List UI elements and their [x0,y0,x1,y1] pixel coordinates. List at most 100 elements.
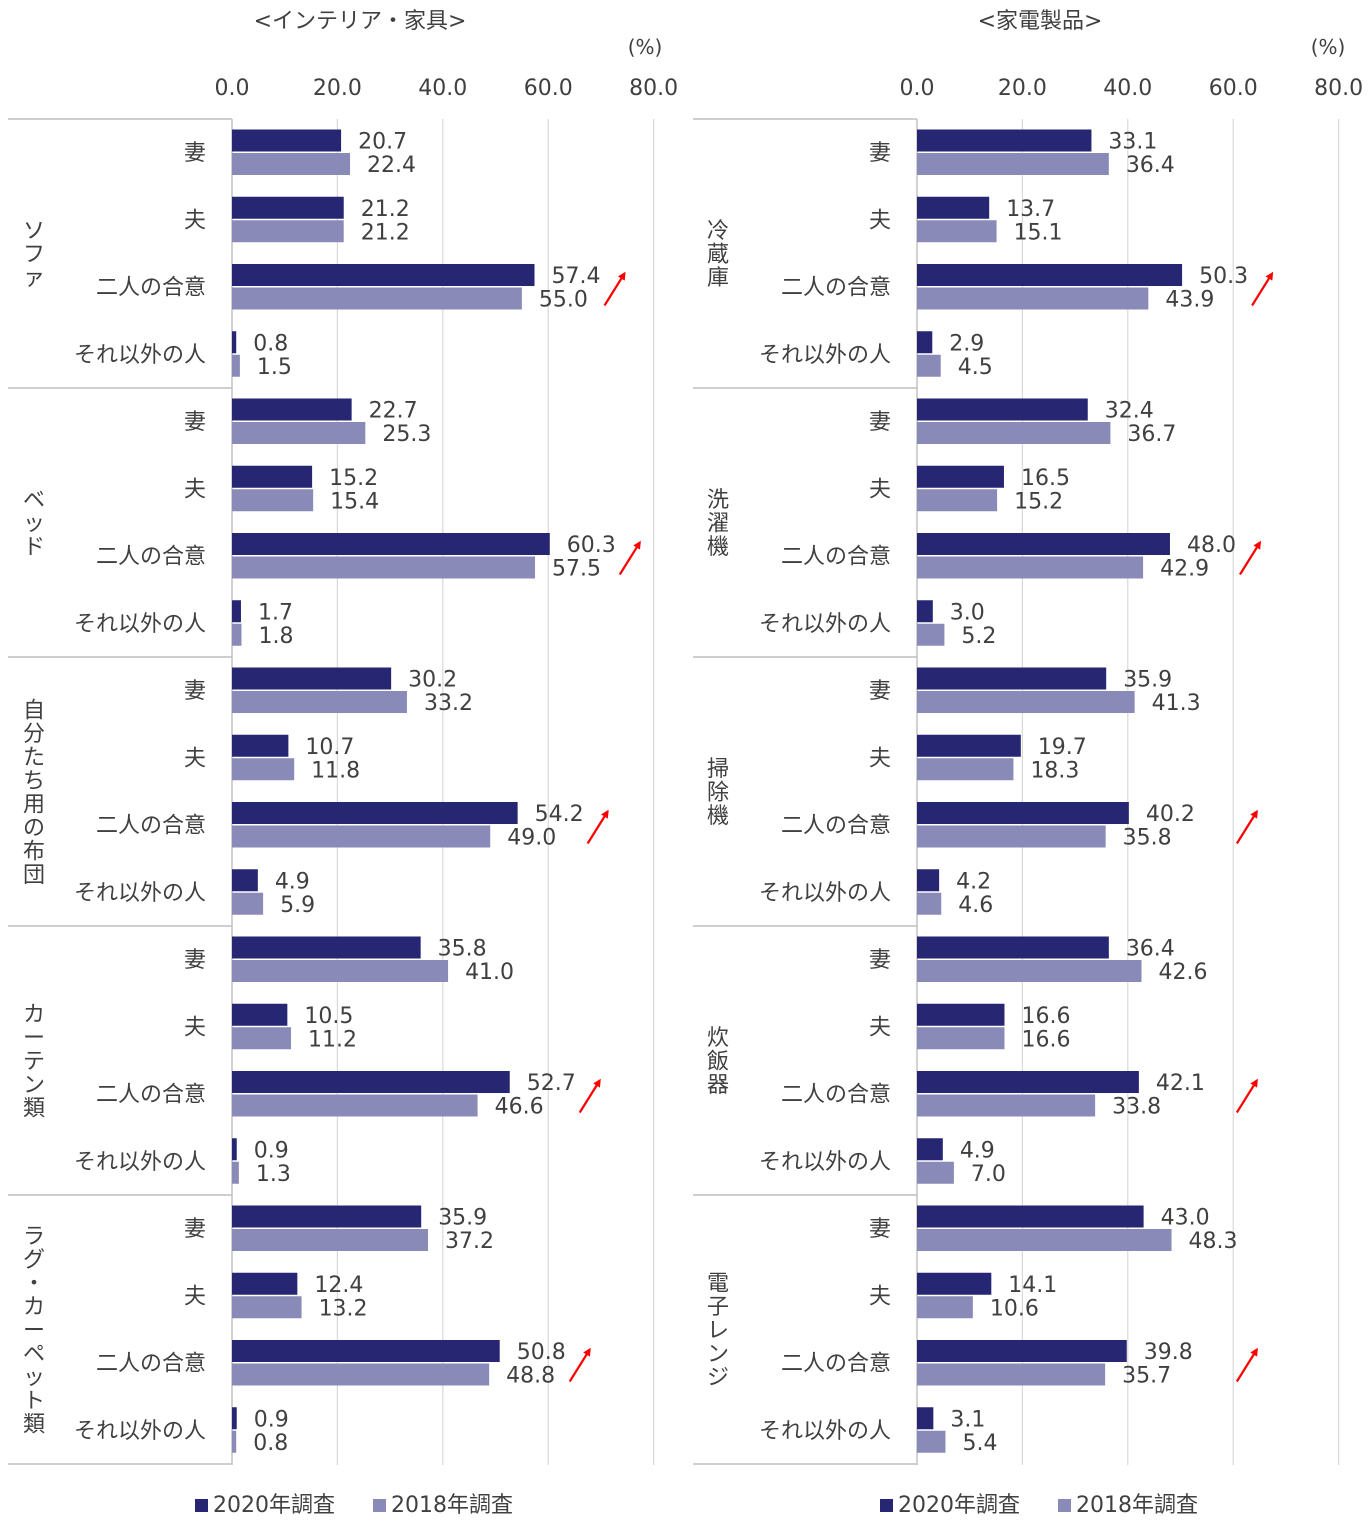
bar-2018 [917,758,1014,781]
row-label: 二人の合意 [96,1083,206,1108]
bar-2018 [232,422,366,444]
bar-2018 [232,556,536,579]
category-label-char: ン [707,1342,729,1367]
data-label-2020: 43.0 [1161,1206,1210,1231]
category-label-char: ド [23,535,45,560]
category-label-char: 類 [23,1413,45,1438]
bar-2018 [917,892,942,915]
increase-arrow [1235,1078,1258,1114]
increase-arrow [1235,809,1258,845]
data-label-2018: 36.7 [1127,422,1176,447]
row-label: それ以外の人 [759,881,891,906]
bar-2020 [232,1272,298,1295]
data-label-2018: 36.4 [1126,153,1175,178]
category-label: 自分たち用の布団 [23,698,45,888]
data-label-2020: 39.8 [1144,1340,1193,1365]
bar-2020 [917,667,1107,690]
category-label-char: ・ [23,1272,45,1297]
data-label-2020: 15.2 [329,466,378,491]
bar-2020 [232,1205,422,1228]
bar-2020 [917,264,1183,286]
category-label: 電子レンジ [707,1272,729,1391]
row-label: 夫 [184,477,206,502]
category-label: カーテン類 [23,1003,45,1122]
bar-2020 [232,1340,500,1362]
bar-2018 [232,1363,490,1386]
data-label-2020: 19.7 [1038,735,1087,760]
row-label: それ以外の人 [759,612,891,637]
data-label-2018: 37.2 [445,1229,494,1254]
row-label: それ以外の人 [74,612,206,637]
data-label-2020: 16.5 [1021,466,1070,491]
bar-2020 [232,129,342,152]
data-label-2020: 0.9 [254,1138,289,1163]
data-label-2018: 42.6 [1159,960,1208,985]
data-label-2020: 48.0 [1187,533,1236,558]
category-label-char: ッ [23,512,45,537]
data-label-2020: 4.9 [960,1138,995,1163]
bar-2020 [232,1407,237,1430]
bar-2018 [232,1161,239,1184]
data-label-2020: 40.2 [1146,802,1195,827]
data-label-2018: 5.4 [962,1431,997,1456]
data-label-2020: 50.3 [1199,264,1248,289]
data-label-2020: 12.4 [314,1273,363,1298]
category-label-char: カ [23,1295,45,1320]
x-tick-label: 0.0 [215,76,250,101]
bar-2020 [917,734,1021,757]
bar-2020 [917,802,1129,824]
bar-2020 [232,196,344,219]
legend-label-2018: 2018年調査 [391,1493,513,1518]
category-label-char: ー [23,1319,45,1344]
data-label-2020: 4.9 [275,869,310,894]
increase-arrow [1239,540,1262,576]
data-label-2018: 41.3 [1152,691,1201,716]
category-label-char: 炊 [707,1026,729,1051]
bar-2020 [232,802,518,824]
row-label: 妻 [184,410,206,435]
data-label-2020: 4.2 [956,869,991,894]
category-label-char: ち [23,769,45,794]
category-label-char: 庫 [707,266,729,291]
data-label-2018: 1.5 [257,355,292,380]
data-label-2020: 14.1 [1008,1273,1057,1298]
bar-2020 [917,936,1109,959]
data-label-2020: 22.7 [369,399,418,424]
row-label: 夫 [869,746,891,771]
category-label-char: 除 [707,781,729,806]
legend-swatch-2020 [880,1499,893,1512]
row-label: 夫 [869,1015,891,1040]
category-label-char: 蔵 [707,243,729,268]
category-label-char: 類 [23,1097,45,1122]
bar-2020 [917,869,940,892]
data-label-2018: 13.2 [319,1296,368,1321]
data-label-2020: 1.7 [258,600,293,625]
data-label-2020: 42.1 [1156,1071,1205,1096]
data-label-2018: 35.8 [1123,826,1172,851]
category-label: ラグ・カーペット類 [23,1225,45,1438]
category-label: 洗濯機 [707,488,729,560]
category-label: 炊飯器 [707,1026,729,1098]
x-tick-label: 60.0 [1209,76,1258,101]
bar-2020 [917,1407,934,1430]
data-label-2018: 35.7 [1122,1364,1171,1389]
bar-2018 [232,960,449,982]
increase-arrow [1235,1347,1258,1383]
x-tick-label: 80.0 [1314,76,1363,101]
bar-2020 [232,465,313,488]
data-label-2018: 21.2 [361,220,410,245]
category-label-char: 冷 [707,219,729,244]
row-label: 夫 [184,208,206,233]
row-label: 二人の合意 [781,1083,891,1108]
data-label-2020: 10.7 [305,735,354,760]
data-label-2020: 0.8 [253,331,288,356]
data-label-2020: 33.1 [1108,130,1157,155]
row-label: 二人の合意 [96,814,206,839]
row-label: 二人の合意 [96,1352,206,1377]
bar-2018 [232,1027,292,1050]
bar-2018 [232,1229,429,1251]
row-label: 二人の合意 [781,1352,891,1377]
data-label-2018: 11.8 [311,758,360,783]
bar-2018 [917,556,1144,579]
